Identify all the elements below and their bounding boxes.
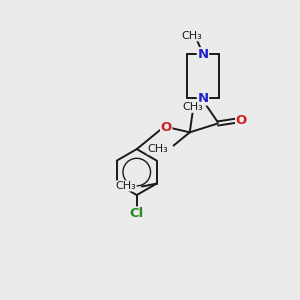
Text: O: O [236, 114, 247, 127]
Text: Cl: Cl [130, 207, 144, 220]
Text: N: N [197, 48, 208, 61]
Text: O: O [160, 122, 172, 134]
Text: CH₃: CH₃ [115, 181, 136, 191]
Text: CH₃: CH₃ [182, 31, 202, 41]
Text: N: N [197, 92, 208, 105]
Text: CH₃: CH₃ [148, 144, 168, 154]
Text: CH₃: CH₃ [182, 102, 203, 112]
